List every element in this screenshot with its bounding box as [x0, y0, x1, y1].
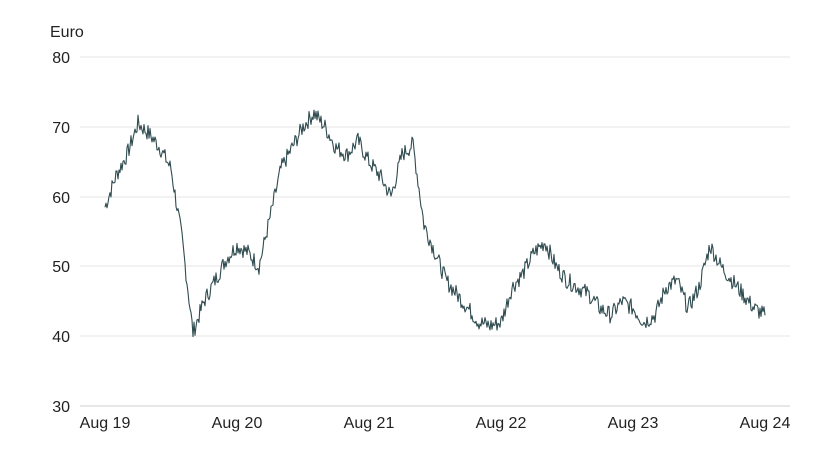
y-tick-label: 70	[52, 120, 70, 137]
y-axis-unit-label: Euro	[50, 24, 84, 41]
x-tick-label: Aug 23	[608, 415, 659, 432]
gridlines	[80, 56, 790, 407]
x-tick-label: Aug 20	[212, 415, 263, 432]
series-layer	[104, 109, 766, 338]
x-tick-label: Aug 19	[80, 415, 131, 432]
price-series-line	[104, 109, 766, 338]
x-axis-tick-labels: Aug 19 Aug 20 Aug 21 Aug 22 Aug 23 Aug 2…	[80, 415, 791, 432]
y-tick-label: 30	[52, 399, 70, 416]
y-tick-label: 50	[52, 259, 70, 276]
x-tick-label: Aug 22	[476, 415, 527, 432]
x-tick-label: Aug 21	[344, 415, 395, 432]
y-tick-label: 80	[52, 50, 70, 67]
y-tick-label: 40	[52, 329, 70, 346]
y-tick-label: 60	[52, 190, 70, 207]
y-axis-tick-labels: 80 70 60 50 40 30	[52, 50, 70, 416]
x-tick-label: Aug 24	[740, 415, 791, 432]
